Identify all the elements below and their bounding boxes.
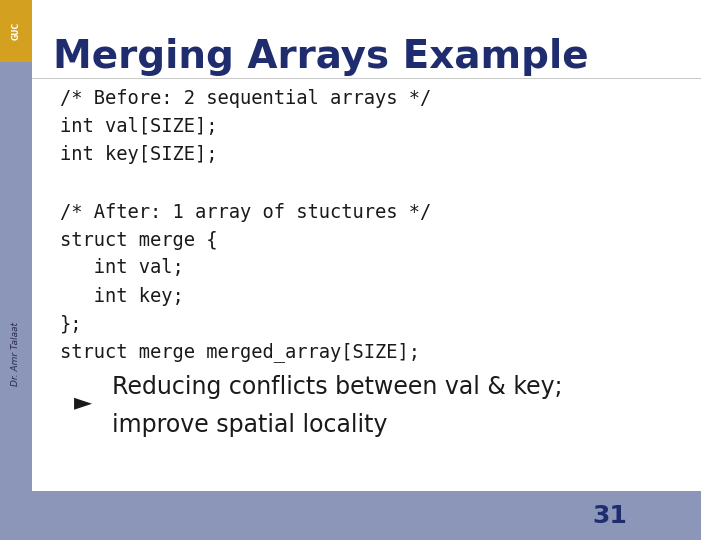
FancyBboxPatch shape	[0, 0, 32, 62]
Text: GUC: GUC	[12, 22, 20, 40]
Text: Dr. Amr Talaat: Dr. Amr Talaat	[12, 322, 20, 386]
Text: improve spatial locality: improve spatial locality	[112, 413, 387, 437]
Text: /* After: 1 array of stuctures */
struct merge {
   int val;
   int key;
};
stru: /* After: 1 array of stuctures */ struct…	[60, 202, 431, 362]
Text: 31: 31	[592, 504, 627, 528]
Text: Reducing conflicts between val & key;: Reducing conflicts between val & key;	[112, 375, 562, 399]
Text: ►: ►	[73, 390, 91, 414]
Text: /* Before: 2 sequential arrays */
int val[SIZE];
int key[SIZE];: /* Before: 2 sequential arrays */ int va…	[60, 89, 431, 164]
FancyBboxPatch shape	[0, 0, 32, 491]
Text: Merging Arrays Example: Merging Arrays Example	[53, 38, 588, 76]
FancyBboxPatch shape	[0, 491, 701, 540]
